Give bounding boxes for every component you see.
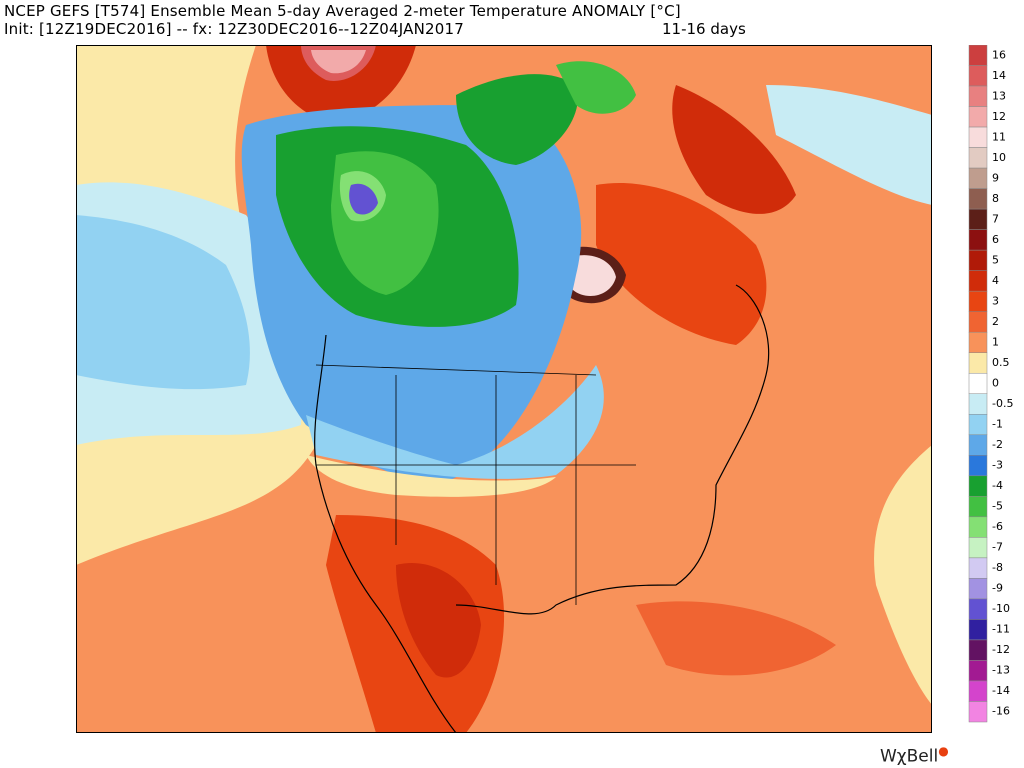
colorbar-swatch <box>968 578 988 600</box>
colorbar-label: -0.5 <box>992 397 1013 410</box>
colorbar-swatch <box>968 208 988 230</box>
colorbar-swatch <box>968 455 988 477</box>
colorbar-swatch <box>968 680 988 702</box>
colorbar-label: -8 <box>992 561 1003 574</box>
colorbar-label: -5 <box>992 500 1003 513</box>
colorbar-swatch <box>968 270 988 292</box>
colorbar-swatch <box>968 85 988 107</box>
colorbar-swatch <box>968 660 988 682</box>
colorbar-swatch <box>968 372 988 395</box>
colorbar-label: 16 <box>992 48 1006 61</box>
colorbar-swatch <box>968 639 988 661</box>
colorbar-label: -16 <box>992 705 1010 718</box>
colorbar-label: 1 <box>992 335 999 348</box>
colorbar-label: -11 <box>992 623 1010 636</box>
colorbar-swatch <box>968 229 988 251</box>
colorbar-label: -4 <box>992 479 1003 492</box>
colorbar-label: -7 <box>992 541 1003 554</box>
title: NCEP GEFS [T574] Ensemble Mean 5-day Ave… <box>4 2 681 20</box>
logo-text: WχBell <box>880 746 939 767</box>
anomaly-map <box>76 45 932 733</box>
colorbar-swatch <box>968 557 988 579</box>
colorbar-swatch <box>968 414 988 436</box>
colorbar-label: 11 <box>992 130 1006 143</box>
colorbar: 16 14 13 12 11 10 9 8 7 6 5 4 3 2 1 0.5 0 -0.5 -1 -2 -3 -4 -5 -… <box>968 45 1013 723</box>
colorbar-swatch <box>968 147 988 169</box>
colorbar-label: 10 <box>992 151 1006 164</box>
colorbar-swatch <box>968 393 988 415</box>
colorbar-label: -3 <box>992 459 1003 472</box>
colorbar-label: 5 <box>992 253 999 266</box>
colorbar-swatch <box>968 352 988 374</box>
colorbar-label: -2 <box>992 438 1003 451</box>
colorbar-label: 12 <box>992 110 1006 123</box>
colorbar-swatch <box>968 434 988 456</box>
colorbar-label: -13 <box>992 664 1010 677</box>
forecast-range: 11-16 days <box>662 20 746 38</box>
logo: WχBell● <box>880 744 949 767</box>
colorbar-label: -6 <box>992 520 1003 533</box>
colorbar-swatch <box>968 311 988 333</box>
colorbar-label: 7 <box>992 212 999 225</box>
colorbar-label: 3 <box>992 294 999 307</box>
colorbar-swatch <box>968 290 988 312</box>
colorbar-label: 0.5 <box>992 356 1010 369</box>
colorbar-swatch <box>968 106 988 128</box>
colorbar-swatch <box>968 537 988 559</box>
colorbar-label: 4 <box>992 274 999 287</box>
colorbar-swatch <box>968 45 988 66</box>
colorbar-swatch <box>968 475 988 497</box>
colorbar-swatch <box>968 598 988 620</box>
colorbar-label: 13 <box>992 89 1006 102</box>
colorbar-swatch <box>968 496 988 518</box>
colorbar-label: -14 <box>992 684 1010 697</box>
colorbar-label: 0 <box>992 377 999 390</box>
colorbar-swatch <box>968 516 988 538</box>
colorbar-label: 14 <box>992 69 1006 82</box>
colorbar-label: 2 <box>992 315 999 328</box>
colorbar-label: -1 <box>992 418 1003 431</box>
colorbar-label: -9 <box>992 582 1003 595</box>
colorbar-swatch <box>968 619 988 641</box>
logo-dot: ● <box>938 744 949 758</box>
colorbar-swatch <box>968 188 988 210</box>
colorbar-swatch <box>968 249 988 271</box>
colorbar-swatch <box>968 65 988 87</box>
init-line: Init: [12Z19DEC2016] -- fx: 12Z30DEC2016… <box>4 20 464 38</box>
colorbar-swatch <box>968 167 988 189</box>
colorbar-swatch <box>968 701 988 723</box>
colorbar-label: 8 <box>992 192 999 205</box>
colorbar-label: -12 <box>992 643 1010 656</box>
colorbar-swatch <box>968 126 988 148</box>
colorbar-label: 6 <box>992 233 999 246</box>
colorbar-label: 9 <box>992 171 999 184</box>
colorbar-swatch <box>968 331 988 353</box>
colorbar-label: -10 <box>992 602 1010 615</box>
